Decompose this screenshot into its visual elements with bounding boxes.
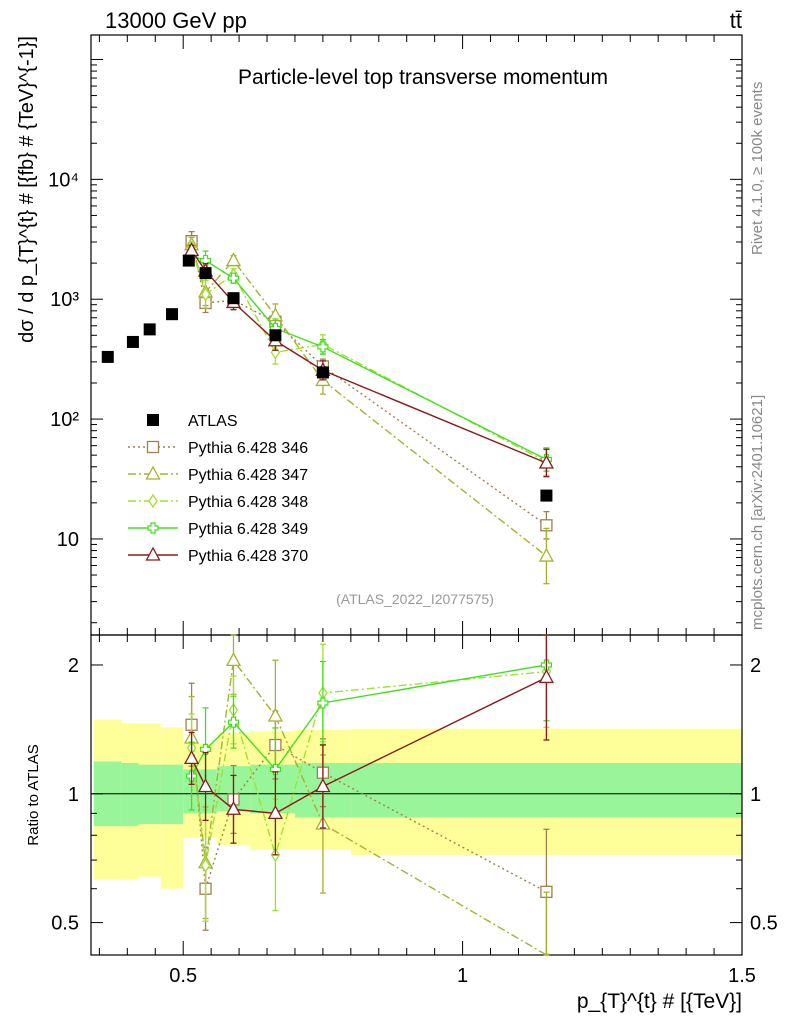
marker-filled-square [227,292,240,305]
marker-open-triangle [197,778,214,793]
uncertainty-band-green [138,764,161,824]
chart-title: Particle-level top transverse momentum [238,66,608,89]
marker-open-cross [147,522,159,534]
marker-filled-square [199,267,212,280]
series-line-pythia-6-428-370 [191,250,547,464]
uncertainty-band-green [250,764,295,814]
marker-open-triangle [145,546,161,561]
y-tick-label: 10³ [50,289,79,311]
legend-label: ATLAS [188,413,238,430]
x-tick-label: 1 [457,965,468,987]
legend-label: Pythia 6.428 370 [188,548,308,565]
process-label: tt̄ [730,8,742,33]
y-tick-label: 10 [57,529,79,551]
legend-label: Pythia 6.428 349 [188,521,308,538]
marker-filled-square [316,366,329,379]
uncertainty-band-green [121,763,139,827]
x-tick-label: 0.5 [169,965,197,987]
marker-open-cross [317,341,329,353]
legend-label: Pythia 6.428 346 [188,440,308,457]
series-line-pythia-6-428-347 [190,658,547,956]
marker-open-cross [227,716,240,728]
series-line-pythia-6-428-349 [191,255,547,461]
ratio-series [183,634,555,856]
marker-open-cross [199,743,212,755]
marker-filled-square [166,308,179,321]
ratio-plot-frame [90,634,743,956]
marker-open-cross [227,272,240,284]
uncertainty-band-green [160,764,184,824]
series-line-pythia-6-428-348 [190,247,547,463]
rivet-version-label: Rivet 4.1.0, ≥ 100k events [749,82,766,255]
marker-open-triangle [225,800,242,815]
marker-filled-square [143,323,156,336]
ratio-axis-label: Ratio to ATLAS [25,744,42,845]
source-label: mcplots.cern.ch [arXiv:2401.10621] [749,395,766,630]
marker-open-triangle [538,547,555,562]
marker-filled-square [182,254,195,267]
marker-open-diamond [148,493,158,509]
marker-filled-square [540,489,553,502]
legend-label: Pythia 6.428 347 [188,467,308,484]
y-axis-label: dσ / d p_{T}^{t} # [{fb} # {TeV}^{-1}] [16,36,38,343]
marker-open-triangle [183,749,200,765]
main-series [185,250,553,472]
marker-open-square [146,440,160,454]
ratio-y-tick-label: 0.5 [51,913,79,935]
marker-open-cross [317,697,329,709]
main-series [101,254,553,502]
ratio-y-tick-label-right: 1 [750,784,761,806]
marker-open-triangle [225,652,242,667]
analysis-id: (ATLAS_2022_I2077575) [336,591,494,607]
marker-filled-square [126,335,139,348]
series-line-pythia-6-428-370 [190,676,547,815]
marker-open-diamond [200,287,211,302]
marker-filled-square [269,329,282,342]
series-line-pythia-6-428-348 [190,670,547,866]
marker-open-cross [199,254,212,267]
ratio-y-tick-label-right: 0.5 [750,913,778,935]
main-plot-frame [90,34,743,636]
marker-open-triangle [315,778,331,793]
x-axis-label: p_{T}^{t} # [{TeV}] [577,990,742,1013]
legend-label: Pythia 6.428 348 [188,494,308,511]
marker-open-triangle [145,465,161,480]
marker-open-triangle [267,707,283,722]
ratio-y-tick-label-right: 2 [750,655,761,677]
ratio-y-tick-label: 1 [68,784,79,806]
x-tick-label: 1.5 [728,965,756,987]
marker-open-triangle [538,669,555,684]
uncertainty-band-green [350,763,742,818]
marker-open-cross [269,763,282,776]
energy-label: 13000 GeV pp [105,8,247,33]
marker-filled-square [147,414,159,426]
y-tick-label: 10⁴ [48,169,79,191]
marker-open-triangle [538,454,555,469]
main-series [185,231,553,540]
ratio-y-tick-label: 2 [68,655,79,677]
marker-open-triangle [225,252,242,267]
y-tick-label: 10² [50,409,79,431]
marker-open-triangle [267,804,283,820]
marker-open-diamond [200,858,211,873]
marker-filled-square [101,350,114,363]
series-line-pythia-6-428-347 [190,244,547,557]
